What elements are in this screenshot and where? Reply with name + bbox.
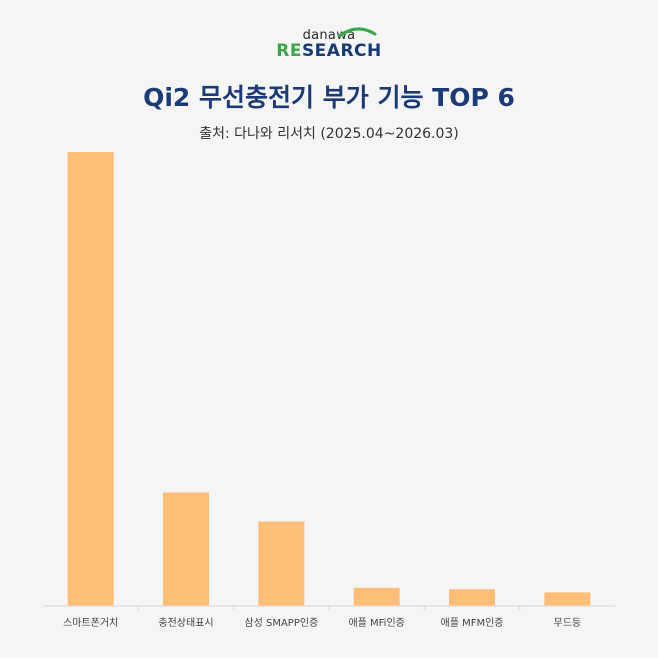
x-ticks-group	[137, 606, 521, 610]
logo-wordmark-top: danawa	[302, 27, 377, 43]
x-labels-group: 스마트폰거치 충전상태표시 삼성 SMAPP인증 애플 MFi인증 애플 MFM인증 무드…	[63, 617, 581, 629]
logo-swoosh-icon	[337, 27, 377, 37]
logo-re-text: RE	[276, 41, 302, 61]
logo-search-text: SEARCH	[301, 41, 382, 61]
x-tick-label-1: 스마트폰거치	[63, 617, 118, 629]
bar-5	[449, 589, 495, 606]
x-tick-label-4: 애플 MFi인증	[348, 617, 404, 629]
logo-top-text: danawa	[302, 28, 356, 43]
bar-1	[67, 152, 114, 606]
x-tick-label-3: 삼성 SMAPP인증	[244, 617, 318, 629]
x-tick-label-2: 충전상태표시	[158, 617, 213, 629]
chart-source: 출처: 다나와 리서치 (2025.04~2026.03)	[199, 126, 459, 142]
logo: danawa RESEARCH	[0, 24, 658, 61]
bar-6	[544, 592, 591, 606]
logo-wordmark-bottom: RESEARCH	[0, 41, 658, 61]
x-tick-label-5: 애플 MFM인증	[441, 617, 504, 629]
bar-2	[163, 492, 209, 606]
bar-3	[258, 521, 305, 606]
chart-title: Qi2 무선충전기 부가 기능 TOP 6	[143, 83, 515, 112]
x-tick-label-6: 무드등	[554, 617, 582, 629]
bar-4	[353, 587, 400, 606]
bars-group	[67, 152, 591, 606]
